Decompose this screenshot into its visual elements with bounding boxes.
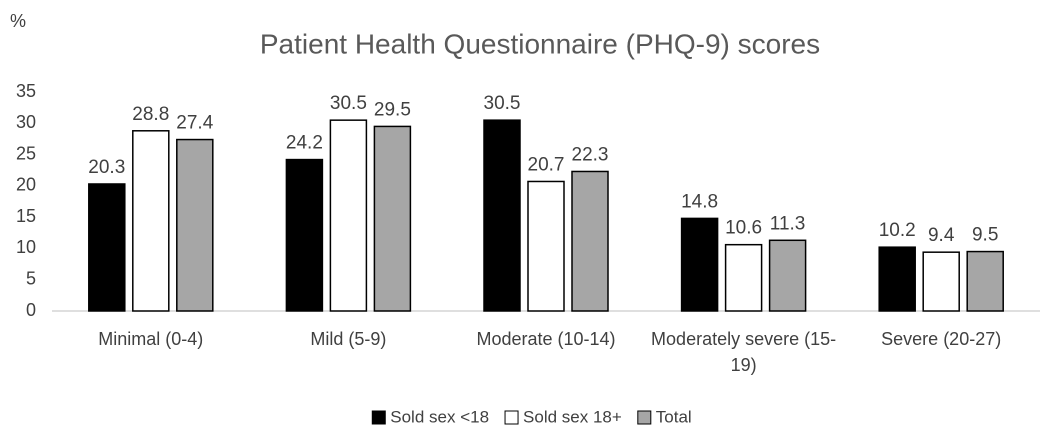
bar [768,239,807,312]
bar [176,138,214,312]
y-tick-label: 10 [16,237,36,257]
data-label: 24.2 [286,133,323,154]
x-tick-label-box: Moderately severe (15-19) [651,329,837,375]
bar [329,119,368,312]
data-label: 29.5 [374,99,411,120]
data-label: 30.5 [330,93,367,114]
x-tick-label: Severe (20-27) [881,329,1002,349]
data-label: 9.5 [972,225,998,246]
y-tick-label: 30 [16,112,36,132]
bar [527,180,565,312]
bar [724,243,763,312]
data-label: 11.3 [770,213,806,234]
legend-swatch [371,410,386,425]
y-axis-label: % [10,11,26,31]
data-label: 22.3 [572,144,609,165]
bar [680,217,719,312]
legend-swatch [637,410,652,425]
chart-title: Patient Health Questionnaire (PHQ-9) sco… [260,28,820,59]
data-label: 27.4 [176,113,213,134]
x-tick-label: Moderate (10-14) [476,329,616,349]
x-tick-label-box: Mild (5-9) [310,329,387,349]
legend-label: Sold sex <18 [390,407,489,426]
data-label: 10.6 [725,218,762,239]
bar [571,170,609,312]
x-tick-label-box: Severe (20-27) [881,329,1002,349]
data-label: 10.2 [879,220,916,241]
bar [966,250,1004,312]
data-label: 14.8 [681,191,718,212]
x-tick-label: Mild (5-9) [310,329,387,349]
y-tick-label: 20 [16,175,36,195]
data-label: 28.8 [132,104,169,125]
y-tick-label: 0 [26,300,36,320]
bar [483,119,521,312]
bar [373,125,412,312]
x-tick-label: Minimal (0-4) [98,329,204,349]
bar [285,158,324,312]
y-tick-label: 5 [26,268,36,288]
data-label: 30.5 [484,93,521,114]
legend-label: Total [656,407,692,426]
y-tick-label: 25 [16,143,36,163]
data-label: 20.7 [528,154,565,175]
bar [922,251,960,312]
bar [88,183,126,312]
y-tick-label: 35 [16,81,36,101]
x-tick-label-box: Minimal (0-4) [98,329,204,349]
data-label: 20.3 [88,157,125,178]
bar [878,246,916,312]
legend-swatch [504,410,519,425]
bar [132,130,170,312]
data-label: 9.4 [928,225,955,246]
x-tick-label: Moderately severe (15-19) [651,329,837,375]
x-tick-label-box: Moderate (10-14) [476,329,616,349]
y-tick-label: 15 [16,206,36,226]
legend-label: Sold sex 18+ [523,407,622,426]
